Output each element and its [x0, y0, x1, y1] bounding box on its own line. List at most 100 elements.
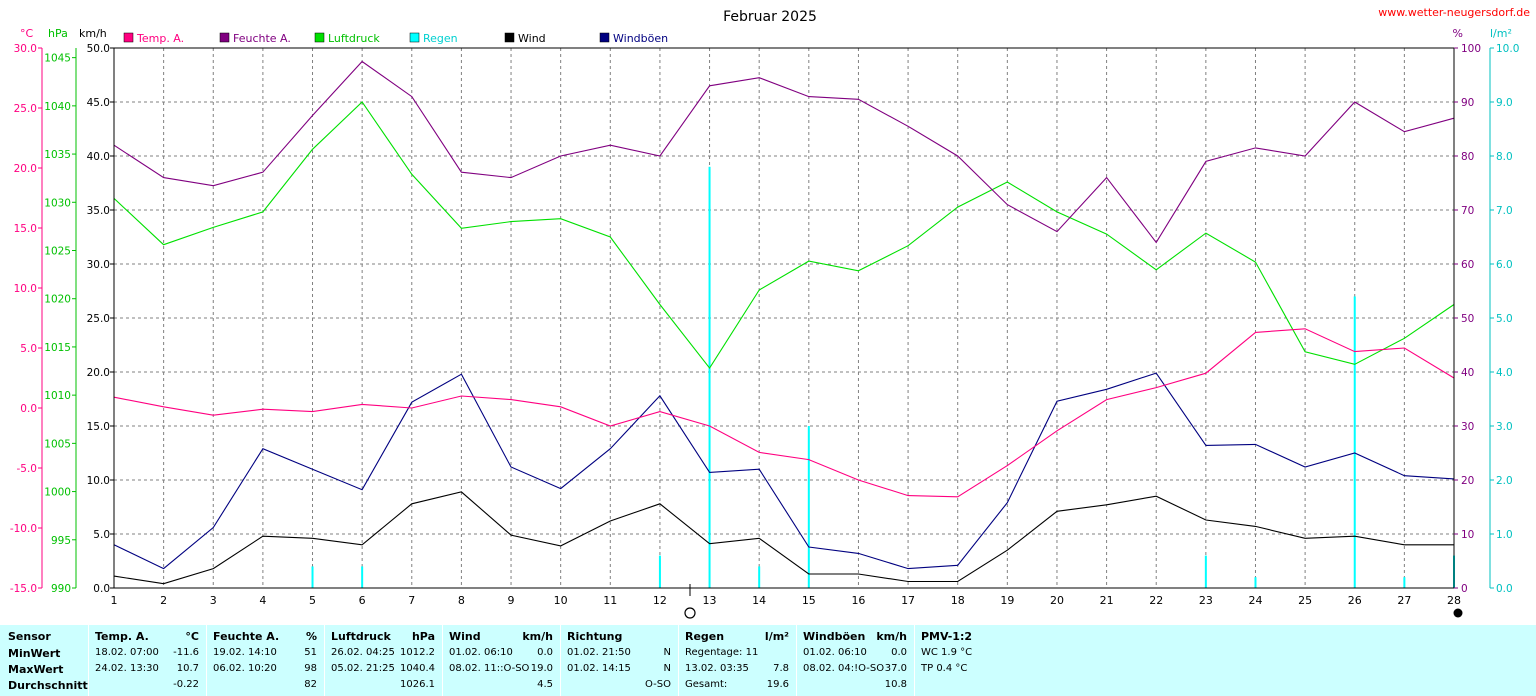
legend-swatch [409, 32, 420, 43]
hpa-tick-label: 1020 [44, 294, 71, 306]
rain-bars [311, 166, 1455, 589]
lm2-tick-label: 6.0 [1496, 259, 1513, 271]
celsius-tick-label: -10.0 [10, 523, 37, 535]
rain-bar [758, 566, 761, 588]
series-line-wind [113, 491, 1454, 585]
stats-windboeen-max-val: 37.0 [884, 663, 907, 674]
legend-swatch [219, 32, 230, 43]
x-tick-label: 24 [1248, 594, 1262, 607]
celsius-tick-label: -15.0 [10, 583, 37, 595]
hpa-tick-label: 1040 [44, 101, 71, 113]
rain-bar [708, 166, 711, 589]
moon-new-icon [684, 607, 696, 619]
stats-col-feuchte: Feuchte A. % 19.02. 14:10 51 06.02. 10:2… [206, 625, 325, 696]
kmh-tick-label: 25.0 [87, 313, 110, 325]
kmh-tick-label: 10.0 [87, 475, 110, 487]
percent-tick-label: 10 [1461, 529, 1474, 541]
celsius-tick-label: 10.0 [14, 283, 37, 295]
stats-wind-header: Wind [449, 630, 481, 643]
kmh-tick-label: 50.0 [87, 43, 110, 55]
site-url: www.wetter-neugersdorf.de [1378, 6, 1530, 19]
stats-col-luftdruck: Luftdruck hPa 26.02. 04:25 1012.2 05.02.… [324, 625, 443, 696]
rain-bar [1403, 577, 1406, 588]
stats-feuchte-unit: % [305, 630, 317, 643]
stats-regen-total-label: Gesamt: [685, 679, 728, 690]
unit-kmh: km/h [79, 27, 107, 40]
hpa-tick-label: 990 [51, 583, 71, 595]
percent-tick-label: 100 [1461, 43, 1481, 55]
celsius-tick-label: 20.0 [14, 163, 37, 175]
stats-regen-max-date: 13.02. 03:35 [685, 663, 749, 674]
lm2-tick-label: 2.0 [1496, 475, 1513, 487]
rain-bar [807, 426, 810, 588]
kmh-tick-label: 40.0 [87, 151, 110, 163]
stats-regen-header: Regen [685, 630, 725, 643]
legend-label: Windböen [613, 32, 668, 45]
stats-temp-unit: °C [185, 630, 199, 643]
legend-swatch [599, 32, 610, 43]
kmh-tick-label: 15.0 [87, 421, 110, 433]
stats-feuchte-min-date: 19.02. 14:10 [213, 647, 277, 658]
hpa-tick-label: 1030 [44, 197, 71, 209]
stats-feuchte-max-date: 06.02. 10:20 [213, 663, 277, 674]
hpa-tick-label: 1005 [44, 438, 71, 450]
x-tick-label: 20 [1050, 594, 1064, 607]
celsius-tick-label: 0.0 [20, 403, 37, 415]
stats-wind-max-date: 08.02. 11::O-SO [449, 663, 530, 674]
stats-luftdruck-unit: hPa [411, 630, 435, 643]
lm2-tick-label: 0.0 [1496, 583, 1513, 595]
legend: Temp. A. Feuchte A. Luftdruck Regen Wind Wind… [123, 32, 668, 45]
stats-windboeen-max-date: 08.02. 04:!O-SO [803, 663, 885, 674]
lm2-tick-label: 1.0 [1496, 529, 1513, 541]
hpa-tick-label: 1035 [44, 149, 71, 161]
stats-col-temp: Temp. A. °C 18.02. 07:00 -11.6 24.02. 13… [88, 625, 207, 696]
x-tick-label: 13 [703, 594, 717, 607]
stats-richtung-max-val: N [663, 663, 671, 674]
kmh-tick-label: 20.0 [87, 367, 110, 379]
kmh-tick-label: 35.0 [87, 205, 110, 217]
stats-pmv-tp: TP 0.4 °C [921, 663, 968, 674]
celsius-tick-label: 15.0 [14, 223, 37, 235]
stats-windboeen-min-date: 01.02. 06:10 [803, 647, 867, 658]
x-tick-label: 17 [901, 594, 915, 607]
percent-tick-label: 50 [1461, 313, 1474, 325]
x-tick-label: 18 [951, 594, 965, 607]
stats-luftdruck-min-date: 26.02. 04:25 [331, 647, 395, 658]
kmh-tick-label: 45.0 [87, 97, 110, 109]
percent-tick-label: 40 [1461, 367, 1474, 379]
x-tick-label: 8 [458, 594, 465, 607]
series-lines [113, 60, 1455, 585]
x-tick-label: 6 [359, 594, 366, 607]
stats-windboeen-avg: 10.8 [884, 679, 907, 690]
stats-temp-min-val: -11.6 [173, 647, 199, 658]
x-tick-label: 28 [1447, 594, 1461, 607]
stats-pmv-wc: WC 1.9 °C [921, 647, 973, 658]
x-tick-label: 14 [752, 594, 766, 607]
legend-swatch [314, 32, 325, 43]
lm2-tick-label: 10.0 [1496, 43, 1519, 55]
percent-tick-label: 90 [1461, 97, 1474, 109]
chart-title: Februar 2025 [723, 9, 817, 25]
percent-tick-label: 60 [1461, 259, 1474, 271]
hpa-tick-label: 1015 [44, 342, 71, 354]
chart-grid [114, 48, 1454, 588]
stats-temp-max-date: 24.02. 13:30 [95, 663, 159, 674]
x-tick-label: 27 [1397, 594, 1411, 607]
stats-feuchte-header: Feuchte A. [213, 630, 280, 643]
kmh-tick-label: 0.0 [93, 583, 110, 595]
rain-bar [311, 566, 314, 588]
hpa-tick-label: 1000 [44, 487, 71, 499]
stats-regen-unit: l/m² [764, 630, 789, 643]
stats-pmv-header: PMV-1:2 [921, 630, 972, 643]
x-tick-label: 21 [1100, 594, 1114, 607]
rain-bar [658, 555, 661, 588]
lm2-tick-label: 7.0 [1496, 205, 1513, 217]
celsius-tick-label: 5.0 [20, 343, 37, 355]
percent-tick-label: 20 [1461, 475, 1474, 487]
legend-label: Feuchte A. [233, 32, 291, 45]
rain-bar [1204, 555, 1207, 588]
stats-windboeen-unit: km/h [876, 630, 907, 643]
stats-richtung-max-date: 01.02. 14:15 [567, 663, 631, 674]
stats-temp-avg: -0.22 [173, 679, 199, 690]
legend-label: Regen [423, 32, 458, 45]
